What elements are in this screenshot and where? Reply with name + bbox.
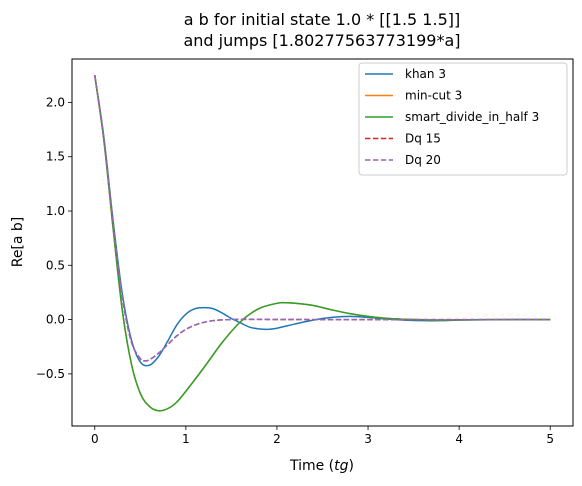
chart-title-line-2: and jumps [1.80277563773199*a] xyxy=(183,31,460,50)
y-tick-label: 0.5 xyxy=(46,258,65,272)
chart-title-line-1: a b for initial state 1.0 * [[1.5 1.5]] xyxy=(184,10,460,29)
legend-label-3: smart_divide_in_half 3 xyxy=(405,110,539,124)
x-axis-label: Time (tg) xyxy=(289,458,354,474)
x-tick-label: 1 xyxy=(182,432,190,446)
x-tick-label: 3 xyxy=(364,432,372,446)
series-layer xyxy=(94,75,551,412)
legend-label-2: min-cut 3 xyxy=(405,89,462,103)
legend-label-4: Dq 15 xyxy=(405,132,441,146)
x-tick-label: 4 xyxy=(455,432,463,446)
axes-frame xyxy=(71,58,574,427)
y-tick-label: 1.5 xyxy=(46,150,65,164)
x-tick-label: 0 xyxy=(91,432,99,446)
legend-label-5: Dq 20 xyxy=(405,153,441,167)
y-tick-label: −0.5 xyxy=(36,367,65,381)
y-axis-label: Re[a b] xyxy=(10,217,26,268)
y-tick-label: 1.0 xyxy=(46,204,65,218)
legend-label-1: khan 3 xyxy=(405,67,446,81)
y-tick-label: 0.0 xyxy=(46,313,65,327)
y-axis-ticks: −0.5 0.0 0.5 1.0 1.5 2.0 xyxy=(36,95,72,381)
legend-frame xyxy=(358,62,568,176)
y-tick-label: 2.0 xyxy=(46,95,65,109)
x-tick-label: 2 xyxy=(273,432,281,446)
series-line-5 xyxy=(94,75,551,362)
x-tick-label: 5 xyxy=(546,432,554,446)
legend: khan 3 min-cut 3 smart_divide_in_half 3 Dq … xyxy=(358,62,568,176)
x-axis-ticks: 0 1 2 3 4 5 xyxy=(91,426,554,446)
